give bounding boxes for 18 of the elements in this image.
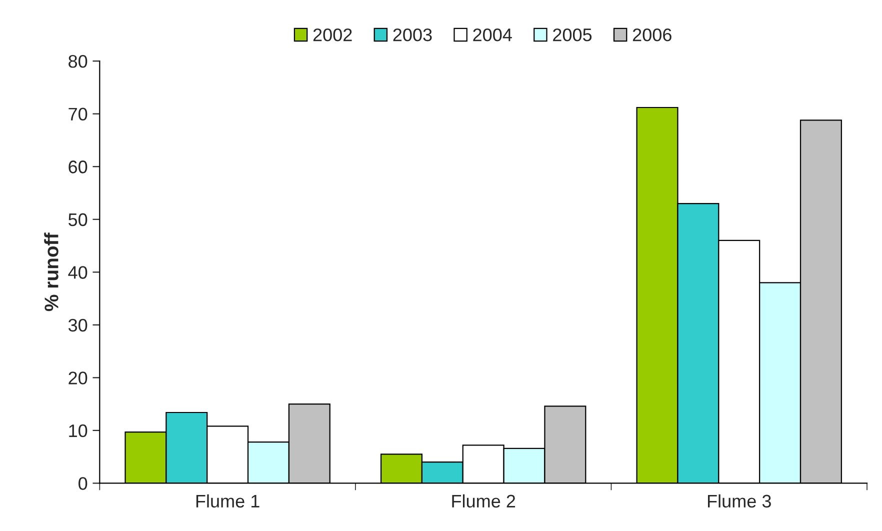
legend-label: 2005	[553, 28, 592, 42]
y-axis-title: % runoff	[44, 232, 58, 312]
y-tick-label: 10	[69, 424, 88, 438]
y-tick-label: 20	[68, 372, 88, 384]
x-tick-label: Flume 2	[452, 494, 516, 508]
y-tick-label: 80	[68, 55, 88, 68]
x-tick-label: Flume 1	[196, 494, 260, 508]
x-tick-label: Flume 3	[708, 494, 771, 508]
legend-label: 2006	[632, 28, 672, 42]
y-tick-label: 0	[78, 477, 88, 490]
y-tick-label: 70	[68, 108, 88, 121]
legend-label: 2003	[393, 28, 432, 42]
y-tick-label: 60	[68, 160, 88, 174]
y-tick-label: 30	[68, 318, 88, 332]
y-tick-label: 50	[68, 213, 88, 226]
y-tick-label: 40	[68, 266, 88, 279]
legend-label: 2004	[473, 28, 512, 42]
legend-label: 2002	[313, 28, 352, 42]
